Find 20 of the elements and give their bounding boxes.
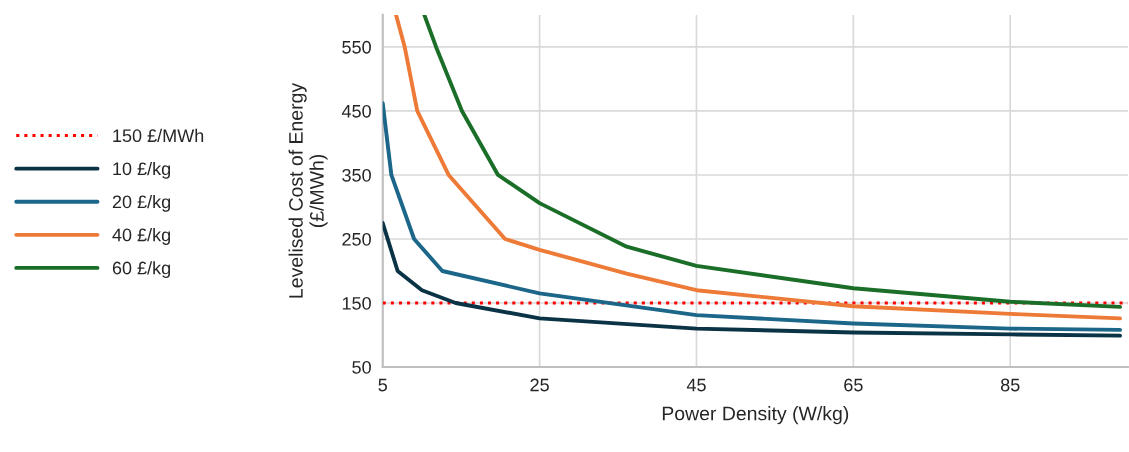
y-axis-title: Levelised Cost of Energy (£/MWh) bbox=[288, 82, 328, 298]
x-tick-label: 5 bbox=[378, 378, 387, 392]
x-tick-label: 85 bbox=[1000, 378, 1020, 392]
legend-label: 10 £/kg bbox=[113, 161, 171, 179]
x-axis-title: Power Density (W/kg) bbox=[662, 406, 849, 425]
line-series bbox=[382, 101, 1122, 332]
y-tick-label: 550 bbox=[342, 40, 371, 54]
line-series bbox=[382, 221, 1122, 338]
x-tick-label: 25 bbox=[530, 378, 549, 392]
legend-label: 60 £/kg bbox=[112, 261, 171, 278]
x-tick-label: 65 bbox=[844, 378, 863, 392]
y-tick-label: 450 bbox=[341, 104, 371, 118]
y-tick-label: 50 bbox=[352, 360, 371, 374]
legend-label: 40 £/kg bbox=[112, 228, 171, 245]
y-tick-label: 150 bbox=[342, 296, 371, 310]
legend-label: 20 £/kg bbox=[112, 194, 171, 212]
legend-label: 150 £/MWh bbox=[113, 128, 204, 143]
y-tick-label: 350 bbox=[342, 168, 371, 182]
x-tick-label: 45 bbox=[686, 378, 706, 392]
y-tick-label: 250 bbox=[342, 232, 371, 246]
